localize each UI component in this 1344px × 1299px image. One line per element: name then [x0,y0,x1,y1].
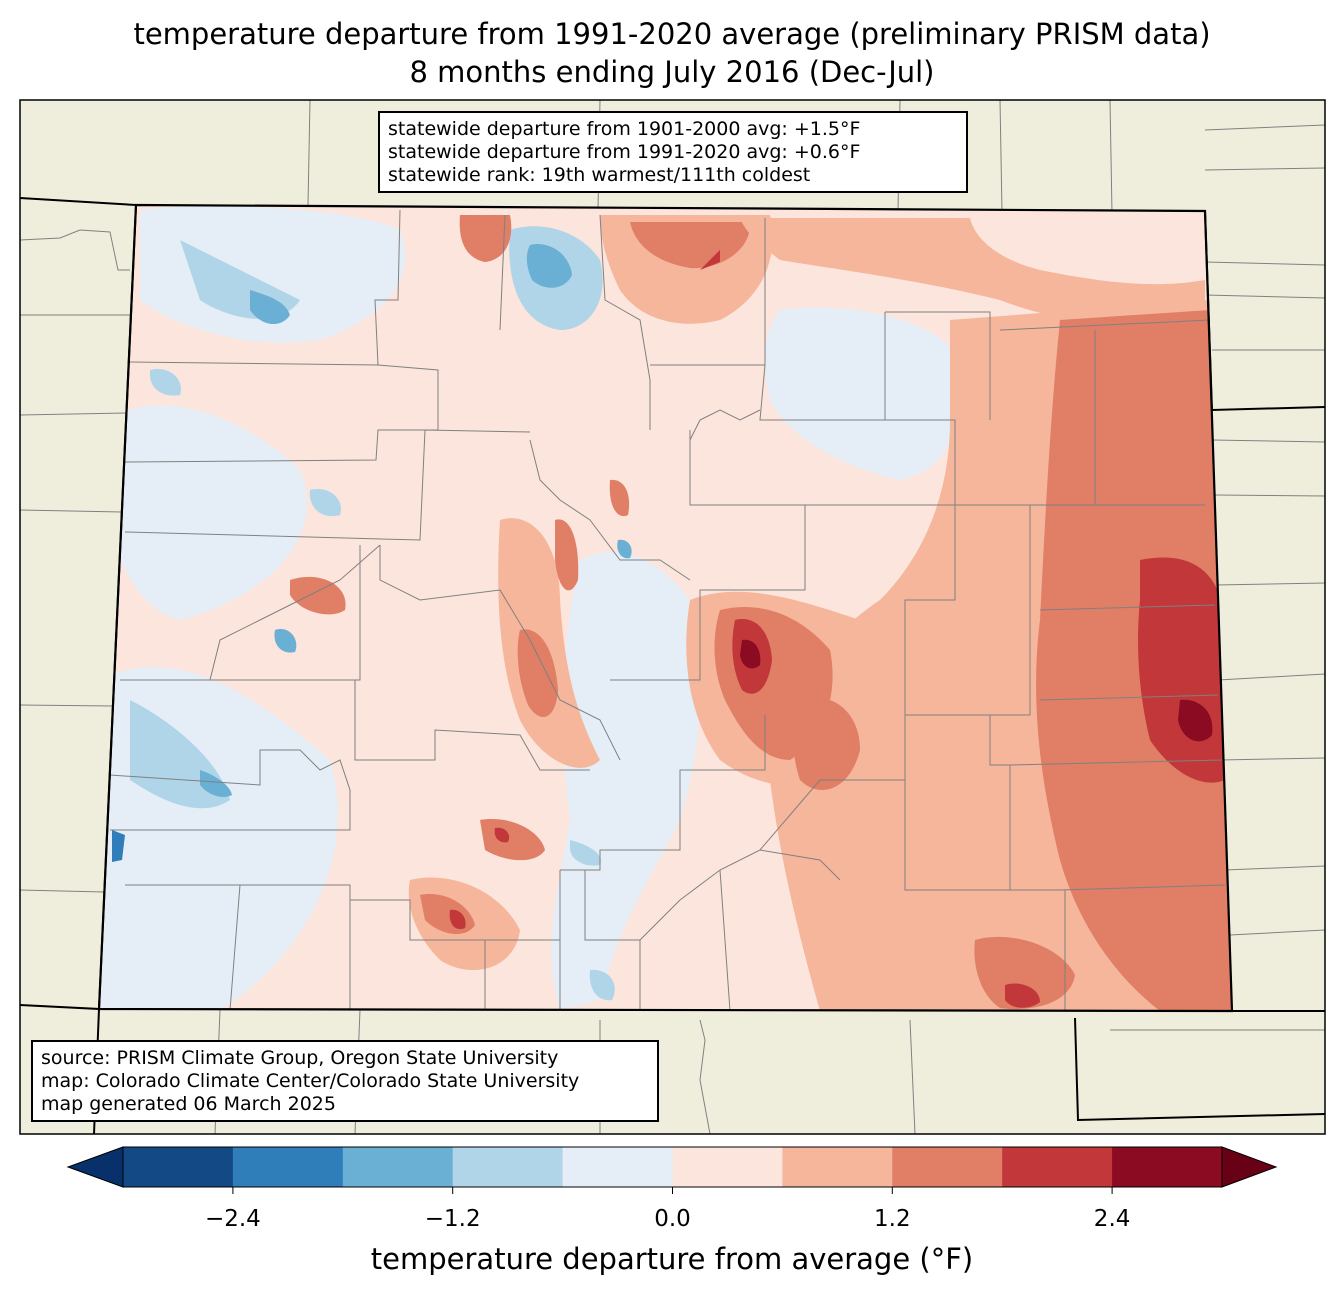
source-line-3: map generated 06 March 2025 [41,1093,336,1115]
stats-line-3: statewide rank: 19th warmest/111th colde… [388,164,811,186]
colorbar-extend-low [66,1146,124,1188]
colorbar-tick-label: 0.0 [654,1206,691,1232]
colorbar-bin [1002,1147,1113,1187]
colorbar-bin [452,1147,564,1187]
colorbar-label: temperature departure from average (°F) [370,1242,974,1276]
stats-line-1: statewide departure from 1901-2000 avg: … [388,118,861,140]
colorbar-bin [892,1147,1003,1187]
source-line-1: source: PRISM Climate Group, Oregon Stat… [41,1047,559,1069]
map-subtitle: 8 months ending July 2016 (Dec-Jul) [409,55,935,89]
source-line-2: map: Colorado Climate Center/Colorado St… [41,1070,580,1092]
source-box: source: PRISM Climate Group, Oregon Stat… [31,1040,659,1122]
colorbar-bin [1112,1147,1223,1187]
colorbar-tick-label: 2.4 [1093,1206,1131,1232]
statewide-stats-box: statewide departure from 1901-2000 avg: … [378,111,968,193]
colorbar-bin [562,1147,673,1187]
map-frame [19,99,1326,1135]
temperature-departure-field [99,205,1232,1011]
colorbar-tick-label: 1.2 [874,1206,911,1232]
colorbar-tick-label: −1.2 [424,1206,481,1232]
colorbar-bin [123,1147,234,1187]
colorbar-bin [672,1147,783,1187]
colorbar-extend-high [1221,1146,1278,1188]
colorbar [66,1146,1278,1194]
colorado-county-lines [109,209,1226,1011]
colorbar-bin [782,1147,893,1187]
colorbar-bin [232,1147,344,1187]
stats-line-2: statewide departure from 1991-2020 avg: … [388,141,861,163]
colorbar-tick-label: −2.4 [204,1206,261,1232]
colorbar-bin [342,1147,454,1187]
map-title: temperature departure from 1991-2020 ave… [133,17,1211,51]
